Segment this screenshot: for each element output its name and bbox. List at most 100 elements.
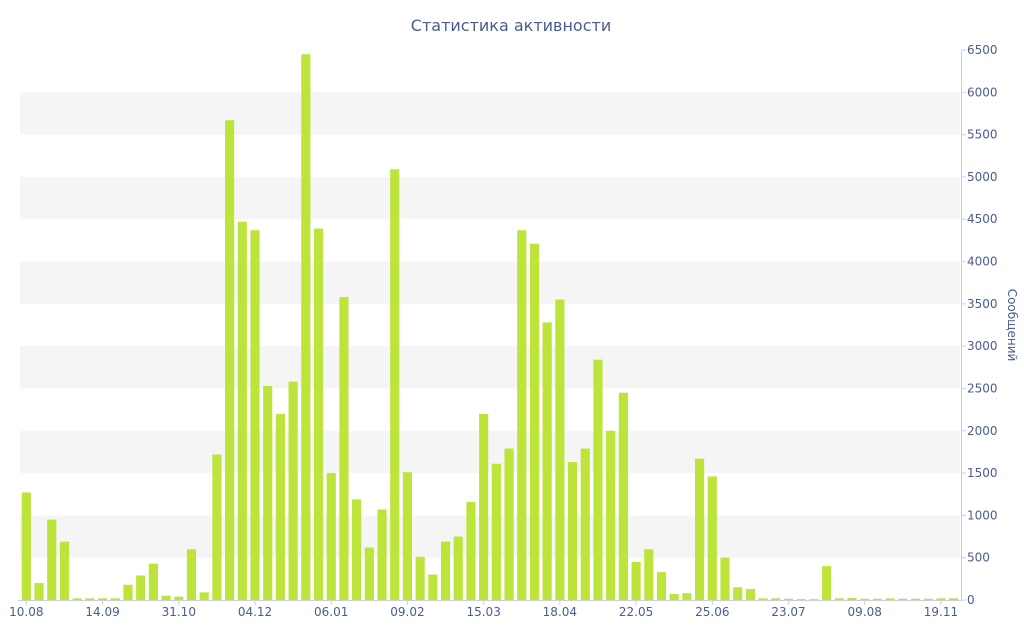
bar xyxy=(504,448,514,600)
bar xyxy=(606,430,616,600)
bar xyxy=(695,458,705,600)
y-axis-ticks: 0 500 1000 1500 2000 2500 3000 3500 4000 4500 5000… xyxy=(961,43,998,607)
bar xyxy=(923,598,933,600)
x-tick-label: 09.08 xyxy=(848,605,882,619)
bar xyxy=(758,598,768,600)
bar xyxy=(822,566,832,600)
bar xyxy=(733,587,743,600)
bar xyxy=(186,549,197,600)
grid-band xyxy=(20,261,960,304)
bar xyxy=(313,228,324,601)
y-tick-label: 3500 xyxy=(967,297,998,311)
bar xyxy=(288,381,298,600)
bar xyxy=(593,359,603,600)
bar xyxy=(669,594,679,600)
bar xyxy=(491,463,501,600)
bar xyxy=(656,572,667,600)
bar xyxy=(47,519,57,600)
bar xyxy=(555,299,565,600)
bar xyxy=(949,598,959,600)
y-tick-label: 2500 xyxy=(967,381,998,395)
x-tick-label: 19.11 xyxy=(924,605,958,619)
bar xyxy=(148,563,158,600)
y-axis-label: Сообщений xyxy=(1005,289,1019,362)
bar xyxy=(212,454,222,600)
bar xyxy=(847,597,857,600)
bar xyxy=(59,541,70,600)
bar xyxy=(860,598,870,600)
bar xyxy=(682,593,692,600)
bar xyxy=(136,575,146,600)
bar xyxy=(428,574,438,600)
bar xyxy=(479,413,489,600)
bar xyxy=(783,598,794,600)
bar xyxy=(339,297,349,600)
bar xyxy=(364,547,374,600)
x-tick-label: 10.08 xyxy=(9,605,43,619)
grid-band xyxy=(20,346,960,389)
x-tick-label: 15.03 xyxy=(466,605,500,619)
y-tick-label: 1500 xyxy=(967,466,998,480)
bar xyxy=(885,598,895,600)
bar xyxy=(34,583,44,600)
y-tick-label: 6000 xyxy=(967,85,998,99)
grid-band xyxy=(20,176,960,220)
bar xyxy=(453,536,463,600)
bar xyxy=(275,413,285,600)
bar xyxy=(618,392,628,600)
bar xyxy=(771,598,781,600)
bar xyxy=(745,589,755,600)
grid-bands xyxy=(20,92,960,558)
y-tick-label: 1000 xyxy=(967,508,998,522)
bar xyxy=(631,561,641,600)
bar xyxy=(910,598,921,600)
x-tick-label: 23.07 xyxy=(771,605,805,619)
bar xyxy=(529,243,540,600)
bar xyxy=(237,221,247,600)
x-tick-label: 04.12 xyxy=(238,605,272,619)
bar xyxy=(542,322,552,600)
x-tick-label: 14.09 xyxy=(85,605,119,619)
bar xyxy=(377,509,387,600)
bar xyxy=(567,462,578,600)
bar xyxy=(402,472,413,600)
bar xyxy=(97,598,108,600)
bar xyxy=(390,169,400,600)
bar xyxy=(21,492,31,600)
bar xyxy=(174,596,184,600)
bar-series xyxy=(21,54,959,601)
bar xyxy=(898,598,908,600)
bar xyxy=(199,592,209,600)
bar xyxy=(415,556,425,600)
bar xyxy=(834,598,844,600)
bar xyxy=(352,499,362,600)
bar xyxy=(440,541,451,600)
x-tick-label: 22.05 xyxy=(619,605,653,619)
bar xyxy=(123,584,133,600)
y-tick-label: 5000 xyxy=(967,170,998,184)
bar xyxy=(644,549,654,600)
bar xyxy=(161,595,171,600)
grid-band xyxy=(20,515,960,558)
x-tick-label: 31.10 xyxy=(162,605,196,619)
x-tick-label: 18.04 xyxy=(543,605,577,619)
bar xyxy=(326,473,336,600)
y-tick-label: 6500 xyxy=(967,43,998,57)
bar xyxy=(263,385,273,600)
x-tick-label: 06.01 xyxy=(314,605,348,619)
y-tick-label: 500 xyxy=(967,551,990,565)
bar xyxy=(517,230,527,601)
bar xyxy=(936,598,946,600)
y-tick-label: 4500 xyxy=(967,212,998,226)
bar xyxy=(301,54,311,601)
bar xyxy=(580,448,590,600)
bar xyxy=(796,599,806,600)
y-tick-label: 2000 xyxy=(967,424,998,438)
grid-band xyxy=(20,430,960,474)
bar xyxy=(466,501,476,600)
y-tick-label: 3000 xyxy=(967,339,998,353)
bar xyxy=(720,557,730,600)
y-tick-label: 0 xyxy=(967,593,975,607)
bar xyxy=(85,598,95,600)
